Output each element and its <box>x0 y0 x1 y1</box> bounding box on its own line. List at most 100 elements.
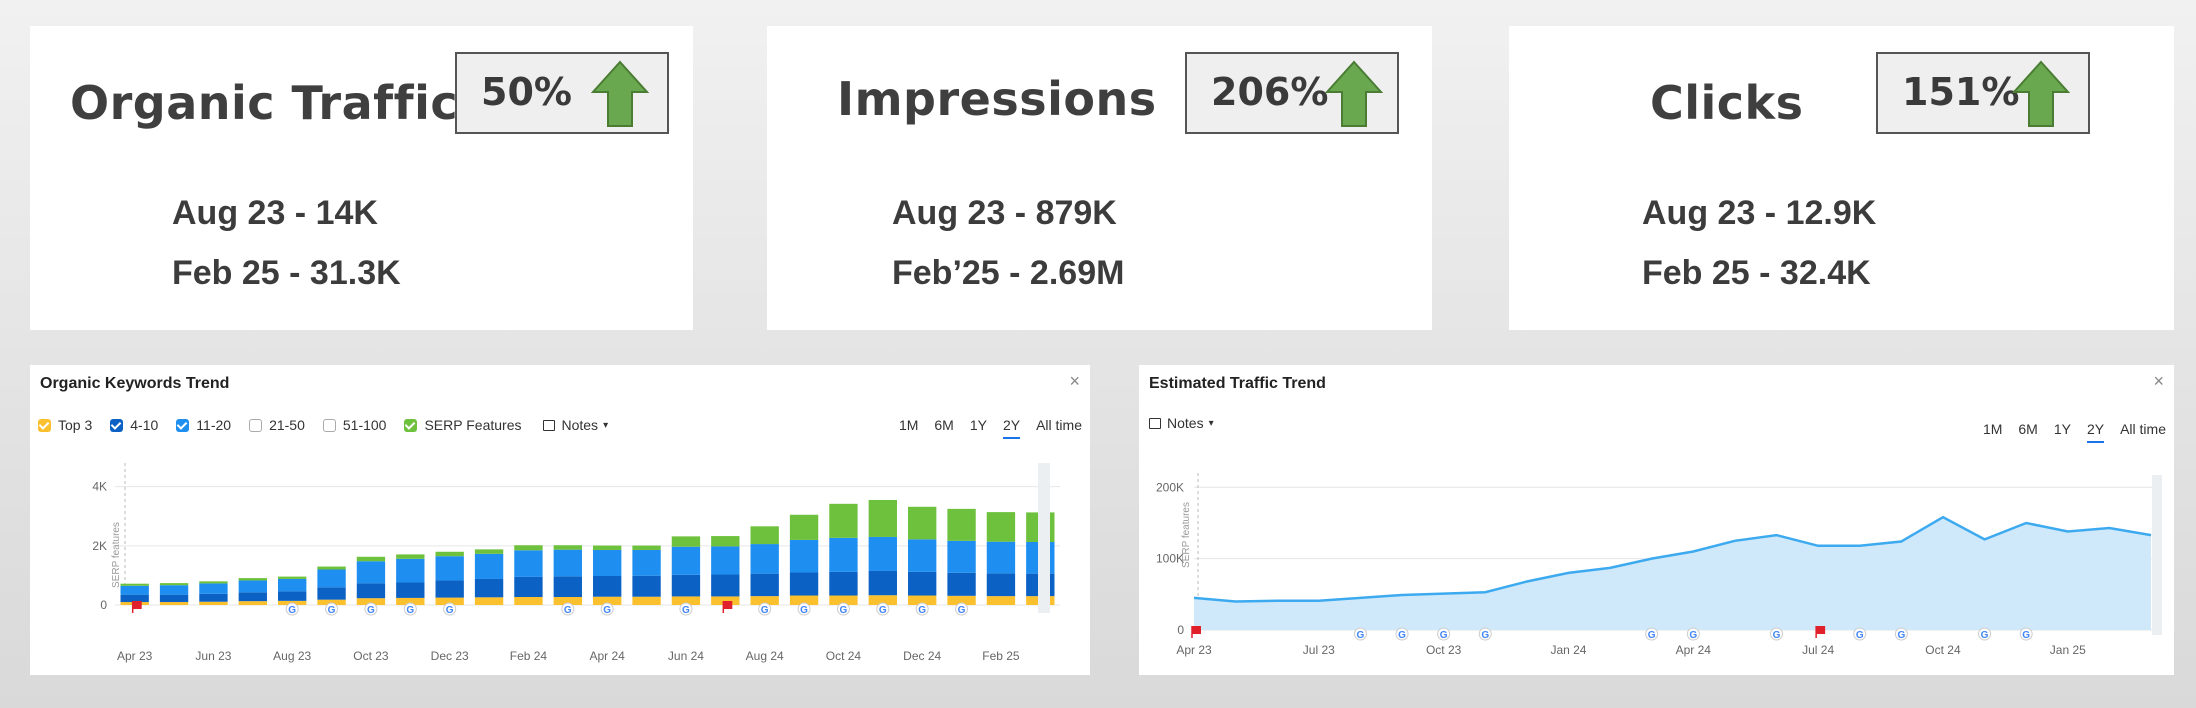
bar-top3-segment <box>396 597 425 605</box>
bar-top3-segment <box>514 597 543 605</box>
bar-top3-segment <box>199 601 228 605</box>
x-tick-label: Feb 25 <box>982 649 1020 663</box>
google-update-marker: G <box>285 602 299 616</box>
google-update-marker: G <box>955 602 969 616</box>
x-tick-label: Oct 23 <box>1426 643 1462 657</box>
checkbox-icon[interactable] <box>404 418 418 432</box>
bar-serp-segment <box>317 566 346 570</box>
checkbox-icon[interactable] <box>110 418 124 432</box>
bar-r11-20-segment <box>829 537 858 572</box>
bar-serp-segment <box>908 506 937 540</box>
metric-end-value: Feb 25 - 32.4K <box>1642 254 1871 292</box>
google-update-marker: G <box>443 602 457 616</box>
bar-r11-20-segment <box>120 585 149 595</box>
google-letter: G <box>2022 630 2030 641</box>
bar-r11-20-segment <box>632 549 661 576</box>
close-icon[interactable]: × <box>2153 371 2164 391</box>
x-tick-label: Apr 24 <box>590 649 626 663</box>
close-icon[interactable]: × <box>1069 371 1080 391</box>
bar-top3-segment <box>750 596 779 605</box>
bar-serp-segment <box>199 581 228 584</box>
range-2y[interactable]: 2Y <box>1002 417 1021 439</box>
bar-top3-segment <box>159 602 189 605</box>
legend-4-10[interactable]: 4-10 <box>110 417 158 433</box>
metric-card-clicks: Clicks 151% Aug 23 - 12.9K Feb 25 - 32.4… <box>1509 26 2174 330</box>
bar-serp-segment <box>278 576 307 579</box>
range-1y[interactable]: 1Y <box>969 417 987 433</box>
google-letter: G <box>879 605 887 616</box>
x-tick-label: Jan 24 <box>1550 643 1586 657</box>
bar-r4-10-segment <box>908 571 937 596</box>
bar-serp-segment <box>789 514 819 540</box>
bar-r11-20-segment <box>671 546 701 575</box>
range-6m[interactable]: 6M <box>934 417 954 433</box>
google-letter: G <box>288 605 296 616</box>
bar-serp-segment <box>514 545 543 551</box>
google-update-marker: G <box>797 602 811 616</box>
x-tick-label: Apr 23 <box>1176 643 1212 657</box>
x-tick-label: Oct 24 <box>826 649 862 663</box>
bar-serp-segment <box>750 526 779 545</box>
google-update-marker: G <box>561 602 575 616</box>
checkbox-icon[interactable] <box>38 418 51 432</box>
google-icon <box>364 602 378 616</box>
legend-top-3[interactable]: Top 3 <box>38 417 92 433</box>
google-letter: G <box>682 605 690 616</box>
bar-serp-segment <box>632 545 661 550</box>
bar-r4-10-segment <box>711 574 740 597</box>
google-update-marker: G <box>1770 627 1784 641</box>
x-tick-label: Oct 23 <box>353 649 389 663</box>
x-tick-label: Dec 24 <box>903 649 941 663</box>
flag-icon <box>131 601 142 613</box>
range-1y[interactable]: 1Y <box>2053 421 2071 437</box>
flag-body <box>1816 626 1826 634</box>
legend-21-50[interactable]: 21-50 <box>249 417 305 433</box>
bar-r11-20-segment <box>593 549 622 577</box>
range-all-time[interactable]: All time <box>1036 417 1082 433</box>
y-tick-label: 0 <box>1177 623 1184 637</box>
google-icon <box>325 602 339 616</box>
y-axis-label: SERP features <box>111 522 122 588</box>
bar-serp-segment <box>159 583 189 586</box>
legend-51-100[interactable]: 51-100 <box>322 417 386 433</box>
traffic-plot: G G G G G G G G G G G 0 100K 200K Apr 23 Jul 23 Oct 23 J… <box>1156 473 2162 657</box>
google-letter: G <box>446 605 454 616</box>
range-1m[interactable]: 1M <box>1982 421 2003 437</box>
google-letter: G <box>1357 630 1365 641</box>
google-update-marker: G <box>600 602 614 616</box>
bar-top3-segment <box>238 601 267 605</box>
bar-top3-segment <box>435 597 464 605</box>
notes-dropdown[interactable]: Notes ▾ <box>543 417 608 433</box>
checkbox-icon[interactable] <box>176 418 190 432</box>
bar-r4-10-segment <box>868 570 897 596</box>
chart-title: Estimated Traffic Trend <box>1149 375 1326 392</box>
bar-serp-segment <box>671 536 701 547</box>
legend-11-20[interactable]: 11-20 <box>176 417 231 433</box>
range-1m[interactable]: 1M <box>898 417 919 433</box>
hover-band <box>1038 463 1050 613</box>
x-tick-label: Aug 24 <box>746 649 784 663</box>
checkbox-icon[interactable] <box>322 418 336 432</box>
google-icon <box>1645 627 1659 641</box>
bar-top3-segment <box>947 595 976 605</box>
bar-r4-10-segment <box>396 582 425 598</box>
change-badge: 50% <box>455 52 669 134</box>
google-letter: G <box>958 605 966 616</box>
bar-top3-segment <box>908 595 937 605</box>
chevron-down-icon: ▾ <box>603 419 609 431</box>
range-6m[interactable]: 6M <box>2018 421 2038 437</box>
chart-legend: Top 3 4-10 11-20 21-50 51-100 SERP Featu… <box>38 417 608 433</box>
notes-label: Notes <box>561 417 599 433</box>
notes-dropdown[interactable]: Notes ▾ <box>1149 415 1214 431</box>
legend-serp-features[interactable]: SERP Features <box>404 417 521 433</box>
bar-r11-20-segment <box>435 556 464 581</box>
bar-r4-10-segment <box>199 593 228 602</box>
range-2y[interactable]: 2Y <box>2086 421 2105 443</box>
bar-r11-20-segment <box>553 549 582 577</box>
bar-r4-10-segment <box>278 591 307 601</box>
checkbox-icon[interactable] <box>249 418 263 432</box>
bar-serp-segment <box>868 499 897 537</box>
bar-top3-segment <box>553 597 582 605</box>
metric-start-value: Aug 23 - 14K <box>172 194 378 232</box>
range-all-time[interactable]: All time <box>2120 421 2166 437</box>
